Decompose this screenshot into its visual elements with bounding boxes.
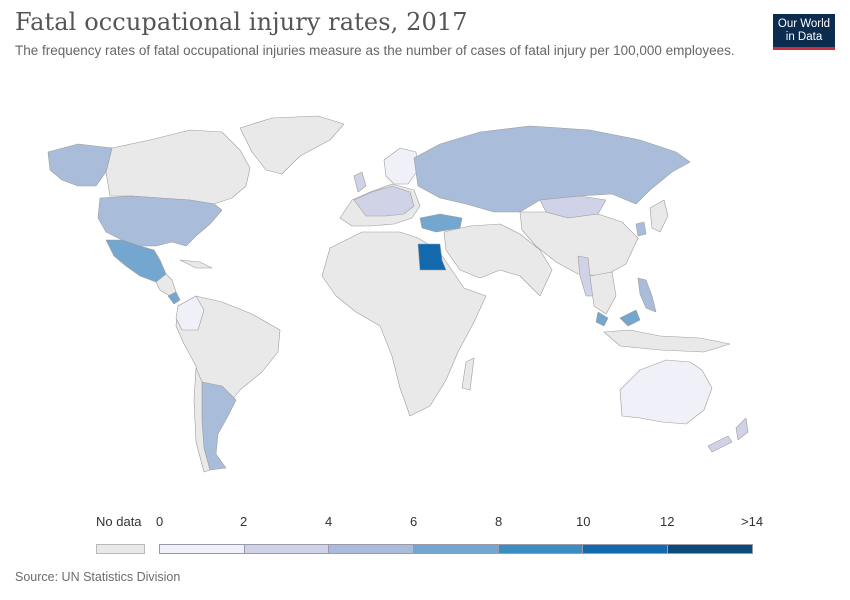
legend-tick-2: 2	[240, 514, 248, 529]
country-egypt[interactable]	[417, 243, 447, 271]
country-colombia[interactable]	[175, 295, 205, 331]
country-russia[interactable]	[413, 125, 691, 213]
country-united-states[interactable]	[97, 195, 223, 247]
country-korea[interactable]	[635, 221, 647, 237]
legend-bin-8-10[interactable]	[499, 544, 583, 554]
country-middle-east[interactable]	[443, 223, 553, 297]
legend-tick-10: 10	[576, 514, 591, 529]
map-legend: No data 0 2 4 6 8 10 12 >14	[0, 508, 850, 558]
country-greenland[interactable]	[239, 115, 345, 175]
legend-tick-12: 12	[660, 514, 675, 529]
country-africa[interactable]	[321, 231, 487, 417]
country-southeast-asia[interactable]	[589, 271, 617, 315]
legend-nodata-label: No data	[96, 514, 142, 529]
country-indonesia[interactable]	[603, 329, 731, 353]
legend-tick-0: 0	[156, 514, 164, 529]
country-uk[interactable]	[353, 171, 367, 193]
country-scandinavia[interactable]	[383, 147, 419, 185]
country-canada[interactable]	[105, 129, 251, 205]
country-australia[interactable]	[619, 359, 713, 425]
world-map[interactable]	[0, 100, 850, 500]
legend-bin-0-2[interactable]	[159, 544, 245, 554]
logo-line-2: in Data	[785, 31, 823, 43]
legend-tick-14: >14	[741, 514, 764, 529]
country-malaysia[interactable]	[595, 309, 641, 327]
legend-bin-6-8[interactable]	[414, 544, 499, 554]
source-note[interactable]: Source: UN Statistics Division	[15, 570, 181, 584]
country-madagascar[interactable]	[461, 357, 475, 391]
country-new-zealand[interactable]	[707, 417, 749, 453]
legend-tick-6: 6	[410, 514, 418, 529]
legend-bin-2-4[interactable]	[245, 544, 329, 554]
legend-bin-12-14[interactable]	[668, 544, 753, 554]
country-mexico[interactable]	[105, 239, 167, 283]
country-europe-colored[interactable]	[353, 185, 415, 217]
owid-logo[interactable]: Our World in Data	[773, 14, 835, 50]
logo-line-1: Our World	[777, 18, 831, 30]
country-philippines[interactable]	[637, 277, 657, 313]
legend-bin-4-6[interactable]	[329, 544, 414, 554]
chart-title: Fatal occupational injury rates, 2017	[15, 8, 468, 36]
country-japan[interactable]	[649, 199, 669, 233]
legend-nodata-swatch[interactable]	[96, 544, 145, 554]
country-alaska[interactable]	[47, 143, 113, 187]
country-china[interactable]	[519, 211, 639, 277]
chart-subtitle: The frequency rates of fatal occupationa…	[15, 43, 735, 58]
country-cuba[interactable]	[179, 259, 213, 269]
country-chile[interactable]	[193, 367, 211, 473]
country-argentina[interactable]	[201, 381, 237, 471]
legend-tick-4: 4	[325, 514, 333, 529]
world-map-svg[interactable]	[0, 100, 850, 500]
legend-tick-8: 8	[495, 514, 503, 529]
country-costa-rica[interactable]	[167, 291, 181, 305]
legend-bin-10-12[interactable]	[583, 544, 668, 554]
